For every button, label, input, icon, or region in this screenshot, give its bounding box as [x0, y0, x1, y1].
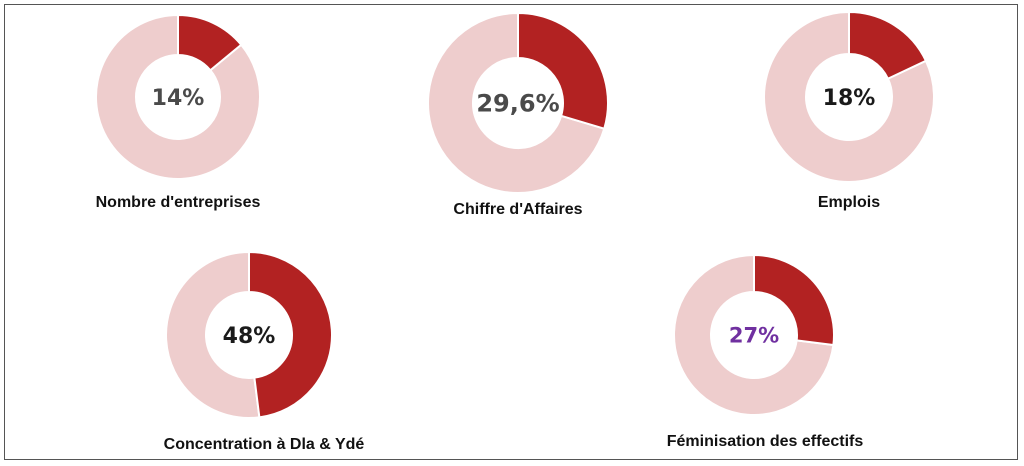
donut-nombre-d-entreprises: 14% Nombre d'entreprises: [95, 13, 261, 211]
slice-value: [248, 250, 333, 419]
center-label: 18%: [823, 86, 876, 111]
center-label: 27%: [729, 324, 779, 348]
figure-frame: [4, 4, 1018, 460]
chart-caption: Chiffre d'Affaires: [453, 201, 582, 218]
slice-remainder: [95, 13, 261, 180]
donut-chiffre-d-affaires: 29,6% Chiffre d'Affaires: [427, 11, 609, 218]
donut-emplois: 18% Emplois: [763, 10, 935, 211]
chart-caption: Emplois: [818, 194, 880, 211]
donut-feminisation-des-effectifs: 27% Féminisation des effectifs: [667, 253, 864, 450]
slice-remainder: [427, 11, 606, 194]
slice-remainder: [673, 253, 835, 416]
slice-remainder: [165, 250, 261, 419]
chart-caption: Nombre d'entreprises: [96, 194, 261, 211]
slice-remainder: [763, 10, 935, 183]
center-label: 48%: [223, 324, 276, 349]
center-label: 14%: [152, 86, 205, 111]
center-label: 29,6%: [476, 90, 559, 118]
donut-concentration-a-dla-yde: 48% Concentration à Dla & Ydé: [164, 250, 365, 453]
slice-value: [753, 253, 835, 347]
chart-caption: Concentration à Dla & Ydé: [164, 436, 365, 453]
slice-value: [517, 11, 609, 130]
slice-value: [848, 10, 928, 81]
chart-caption: Féminisation des effectifs: [667, 433, 864, 450]
slice-value: [177, 13, 243, 72]
